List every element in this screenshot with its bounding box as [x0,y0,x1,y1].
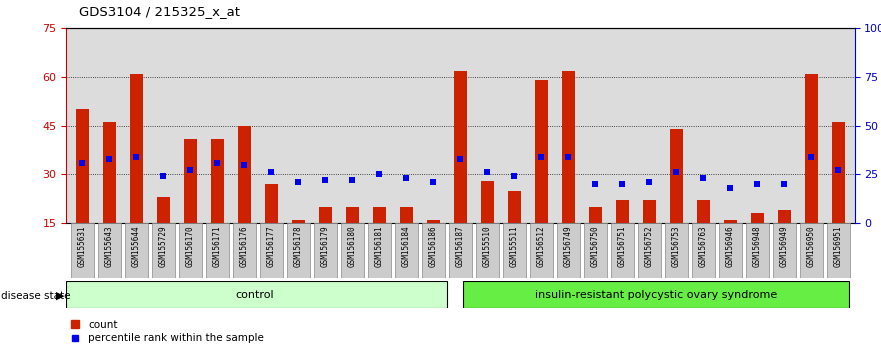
Text: GSM155729: GSM155729 [159,226,167,267]
Bar [561,70,575,223]
FancyBboxPatch shape [422,223,445,278]
Text: GSM156178: GSM156178 [293,226,303,267]
Text: GSM156752: GSM156752 [645,226,654,267]
Text: GSM156184: GSM156184 [402,226,411,267]
Text: insulin-resistant polycystic ovary syndrome: insulin-resistant polycystic ovary syndr… [535,290,777,300]
FancyBboxPatch shape [719,223,742,278]
FancyBboxPatch shape [395,223,418,278]
Text: GSM155644: GSM155644 [132,226,141,267]
Text: disease state: disease state [1,291,70,301]
Bar [751,213,764,223]
Bar [804,74,818,223]
Bar [454,70,467,223]
Bar [778,210,791,223]
Bar [535,80,548,223]
Text: GSM156946: GSM156946 [726,226,735,267]
Bar [157,197,170,223]
FancyBboxPatch shape [611,223,633,278]
Bar [345,207,359,223]
Legend: count, percentile rank within the sample: count, percentile rank within the sample [71,320,263,343]
Text: GSM156749: GSM156749 [564,226,573,267]
Bar [589,207,602,223]
Text: GSM156176: GSM156176 [240,226,248,267]
FancyBboxPatch shape [98,223,121,278]
FancyBboxPatch shape [557,223,580,278]
Text: GSM156186: GSM156186 [429,226,438,267]
Text: GSM156750: GSM156750 [591,226,600,267]
Bar [319,207,332,223]
Text: GSM156948: GSM156948 [753,226,762,267]
FancyBboxPatch shape [233,223,255,278]
FancyBboxPatch shape [503,223,526,278]
FancyBboxPatch shape [476,223,499,278]
FancyBboxPatch shape [287,223,310,278]
FancyBboxPatch shape [314,223,337,278]
Bar [238,126,251,223]
Text: control: control [236,290,274,300]
Text: GSM156949: GSM156949 [780,226,788,267]
FancyBboxPatch shape [746,223,769,278]
FancyBboxPatch shape [584,223,607,278]
Text: GSM155510: GSM155510 [483,226,492,267]
FancyBboxPatch shape [448,223,472,278]
Text: GSM156180: GSM156180 [348,226,357,267]
FancyBboxPatch shape [368,223,391,278]
Text: GSM156171: GSM156171 [213,226,222,267]
Text: GSM156763: GSM156763 [699,226,707,267]
Text: ▶: ▶ [56,291,64,301]
FancyBboxPatch shape [152,223,174,278]
FancyBboxPatch shape [773,223,796,278]
FancyBboxPatch shape [800,223,823,278]
Bar [697,200,710,223]
Text: GSM155631: GSM155631 [78,226,86,267]
Text: GSM156753: GSM156753 [672,226,681,267]
Bar [723,220,737,223]
Bar [373,207,386,223]
FancyBboxPatch shape [827,223,850,278]
Bar [616,200,629,223]
FancyBboxPatch shape [260,223,283,278]
Bar [292,220,305,223]
Text: GSM156179: GSM156179 [321,226,329,267]
FancyBboxPatch shape [66,281,447,308]
Bar [480,181,494,223]
Bar [130,74,143,223]
FancyBboxPatch shape [529,223,552,278]
Bar [102,122,116,223]
FancyBboxPatch shape [638,223,661,278]
Text: GSM156177: GSM156177 [267,226,276,267]
FancyBboxPatch shape [665,223,688,278]
FancyBboxPatch shape [70,223,93,278]
Bar [400,207,413,223]
Bar [76,109,89,223]
Bar [832,122,845,223]
Text: GSM156512: GSM156512 [537,226,546,267]
Text: GSM156951: GSM156951 [834,226,843,267]
Text: GSM156751: GSM156751 [618,226,627,267]
Bar [426,220,440,223]
Bar [211,139,224,223]
Text: GSM156170: GSM156170 [186,226,195,267]
FancyBboxPatch shape [125,223,148,278]
Text: GSM155643: GSM155643 [105,226,114,267]
Text: GSM155511: GSM155511 [510,226,519,267]
Bar [507,190,521,223]
FancyBboxPatch shape [463,281,849,308]
Bar [670,129,683,223]
Text: GSM156181: GSM156181 [374,226,384,267]
Text: GDS3104 / 215325_x_at: GDS3104 / 215325_x_at [79,5,241,18]
Bar [642,200,656,223]
Bar [183,139,197,223]
Bar [264,184,278,223]
FancyBboxPatch shape [692,223,714,278]
FancyBboxPatch shape [179,223,202,278]
FancyBboxPatch shape [206,223,229,278]
FancyBboxPatch shape [341,223,364,278]
Text: GSM156950: GSM156950 [807,226,816,267]
Text: GSM156187: GSM156187 [455,226,465,267]
